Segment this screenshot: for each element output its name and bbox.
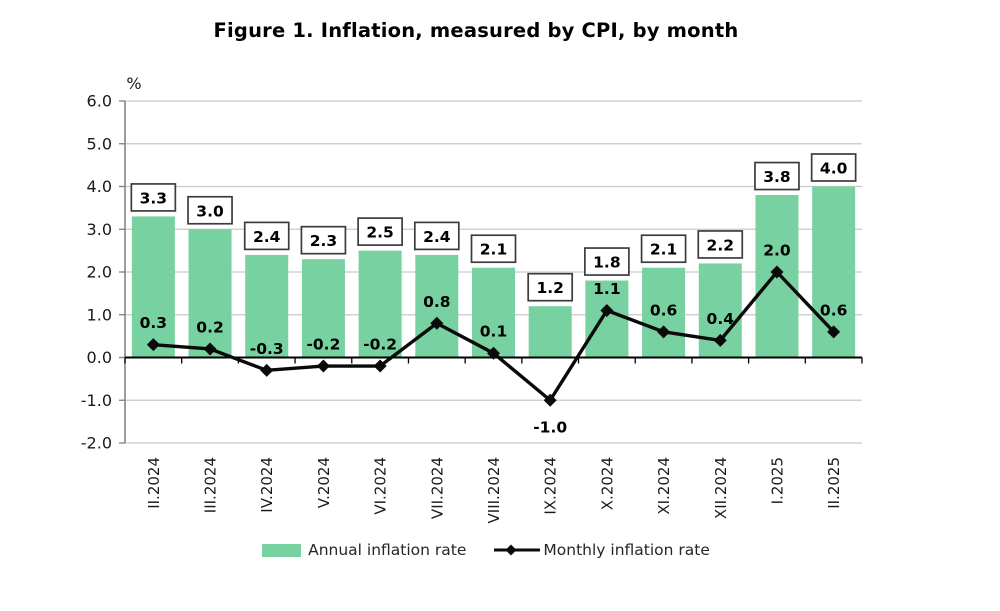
x-axis-label: IX.2024 <box>542 457 560 515</box>
bar <box>358 250 402 358</box>
legend-label-monthly: Monthly inflation rate <box>543 541 710 559</box>
legend-item-annual: Annual inflation rate <box>262 541 466 559</box>
figure-title: Figure 1. Inflation, measured by CPI, by… <box>213 19 739 42</box>
line-marker-diamond-icon <box>203 342 217 356</box>
bar-value-box <box>697 230 744 259</box>
y-axis-tick-label: 2.0 <box>87 263 112 282</box>
x-axis-label: III.2024 <box>202 457 220 513</box>
annual-series-swatch <box>262 543 302 557</box>
y-axis-tick-label: 4.0 <box>87 177 112 196</box>
line-marker-diamond-icon <box>487 346 500 360</box>
bar-value-box <box>640 234 687 264</box>
bar-value-box <box>810 153 857 182</box>
line-value-label: -0.3 <box>250 340 284 358</box>
y-axis-tick-label: 3.0 <box>87 220 112 239</box>
line-value-label: -0.2 <box>363 336 397 354</box>
line-value-label: 2.0 <box>763 242 791 260</box>
bar <box>528 306 572 358</box>
line-value-label: 0.2 <box>196 318 223 336</box>
line-marker-diamond-icon <box>543 393 557 407</box>
chart-legend: Annual inflation rate Monthly inflation … <box>0 541 972 559</box>
line-marker-diamond-icon <box>430 316 444 330</box>
bar-value-box <box>300 225 347 255</box>
line-value-label: 0.8 <box>423 293 450 311</box>
bar <box>415 254 459 358</box>
line-marker-diamond-icon <box>146 338 160 352</box>
y-axis-tick-label: 5.0 <box>87 134 112 153</box>
line-value-label: 0.6 <box>820 301 847 319</box>
monthly-series-line-icon <box>494 544 541 556</box>
bar-value-box <box>527 272 574 302</box>
bar-value-box <box>470 234 517 264</box>
y-axis-tick-label: 0.0 <box>87 348 112 367</box>
bar <box>642 267 686 358</box>
line-marker-diamond-icon <box>827 325 841 339</box>
x-axis-label: IV.2024 <box>258 457 276 513</box>
bar-value-label: 3.0 <box>196 202 224 220</box>
bar-value-label: 2.3 <box>310 232 337 250</box>
line-marker-diamond-icon <box>373 359 387 373</box>
line-value-label: 0.6 <box>650 301 677 319</box>
bar <box>245 254 289 358</box>
line-value-label: -1.0 <box>533 418 567 436</box>
legend-item-monthly: Monthly inflation rate <box>494 541 710 559</box>
x-axis-label: VIII.2024 <box>485 457 503 523</box>
legend-diamond-icon <box>505 544 517 556</box>
bar-value-box <box>187 195 233 225</box>
y-axis-tick-label: 6.0 <box>87 92 112 111</box>
line-marker-diamond-icon <box>600 303 614 317</box>
x-axis-label: VII.2024 <box>428 457 446 519</box>
bar-value-label: 2.1 <box>650 241 677 259</box>
y-axis-unit-label: % <box>126 74 141 93</box>
bar <box>472 267 515 358</box>
bar-value-label: 2.2 <box>707 236 734 254</box>
bar-value-label: 2.4 <box>253 228 281 246</box>
line-marker-diamond-icon <box>770 265 784 279</box>
bar-value-label: 2.1 <box>480 241 507 259</box>
line-marker-diamond-icon <box>713 333 727 347</box>
line-value-label: -0.2 <box>306 336 340 354</box>
line-marker-diamond-icon <box>260 363 274 377</box>
x-axis-label: II.2025 <box>825 457 843 509</box>
bar-value-label: 4.0 <box>820 160 848 178</box>
x-axis-label: XI.2024 <box>655 457 673 515</box>
bar <box>188 229 232 358</box>
x-axis-label: I.2025 <box>768 457 786 504</box>
bar <box>301 259 345 358</box>
bar-value-label: 1.2 <box>536 279 563 297</box>
x-axis-label: V.2024 <box>315 457 333 508</box>
bar-value-label: 1.8 <box>593 254 620 272</box>
bar-value-box <box>130 183 177 212</box>
y-axis-tick-label: 1.0 <box>87 305 112 324</box>
legend-label-annual: Annual inflation rate <box>308 541 467 559</box>
bar-value-label: 2.4 <box>423 228 451 246</box>
bar-value-label: 2.5 <box>366 224 393 242</box>
y-axis-tick-label: -2.0 <box>81 434 112 453</box>
y-axis-tick-label: -1.0 <box>81 391 112 410</box>
line-value-label: 1.1 <box>593 280 620 298</box>
line-value-label: 0.4 <box>707 310 735 328</box>
bar-value-box <box>413 221 460 251</box>
line-marker-diamond-icon <box>316 359 330 373</box>
bar <box>585 280 629 358</box>
x-axis-label: VI.2024 <box>372 457 390 515</box>
bar-value-box <box>243 221 290 251</box>
line-value-label: 0.1 <box>480 323 507 341</box>
line-marker-diamond-icon <box>657 325 671 339</box>
bar-value-box <box>357 217 403 246</box>
bar <box>131 216 175 358</box>
bar-value-label: 3.8 <box>763 168 790 186</box>
line-value-label: 0.3 <box>140 314 167 332</box>
x-axis-label: II.2024 <box>145 457 163 509</box>
bar-value-box <box>584 247 630 276</box>
x-axis-label: X.2024 <box>598 457 616 510</box>
bar-value-box <box>754 161 800 191</box>
x-axis-label: XII.2024 <box>712 457 730 519</box>
bar-value-label: 3.3 <box>140 189 167 207</box>
